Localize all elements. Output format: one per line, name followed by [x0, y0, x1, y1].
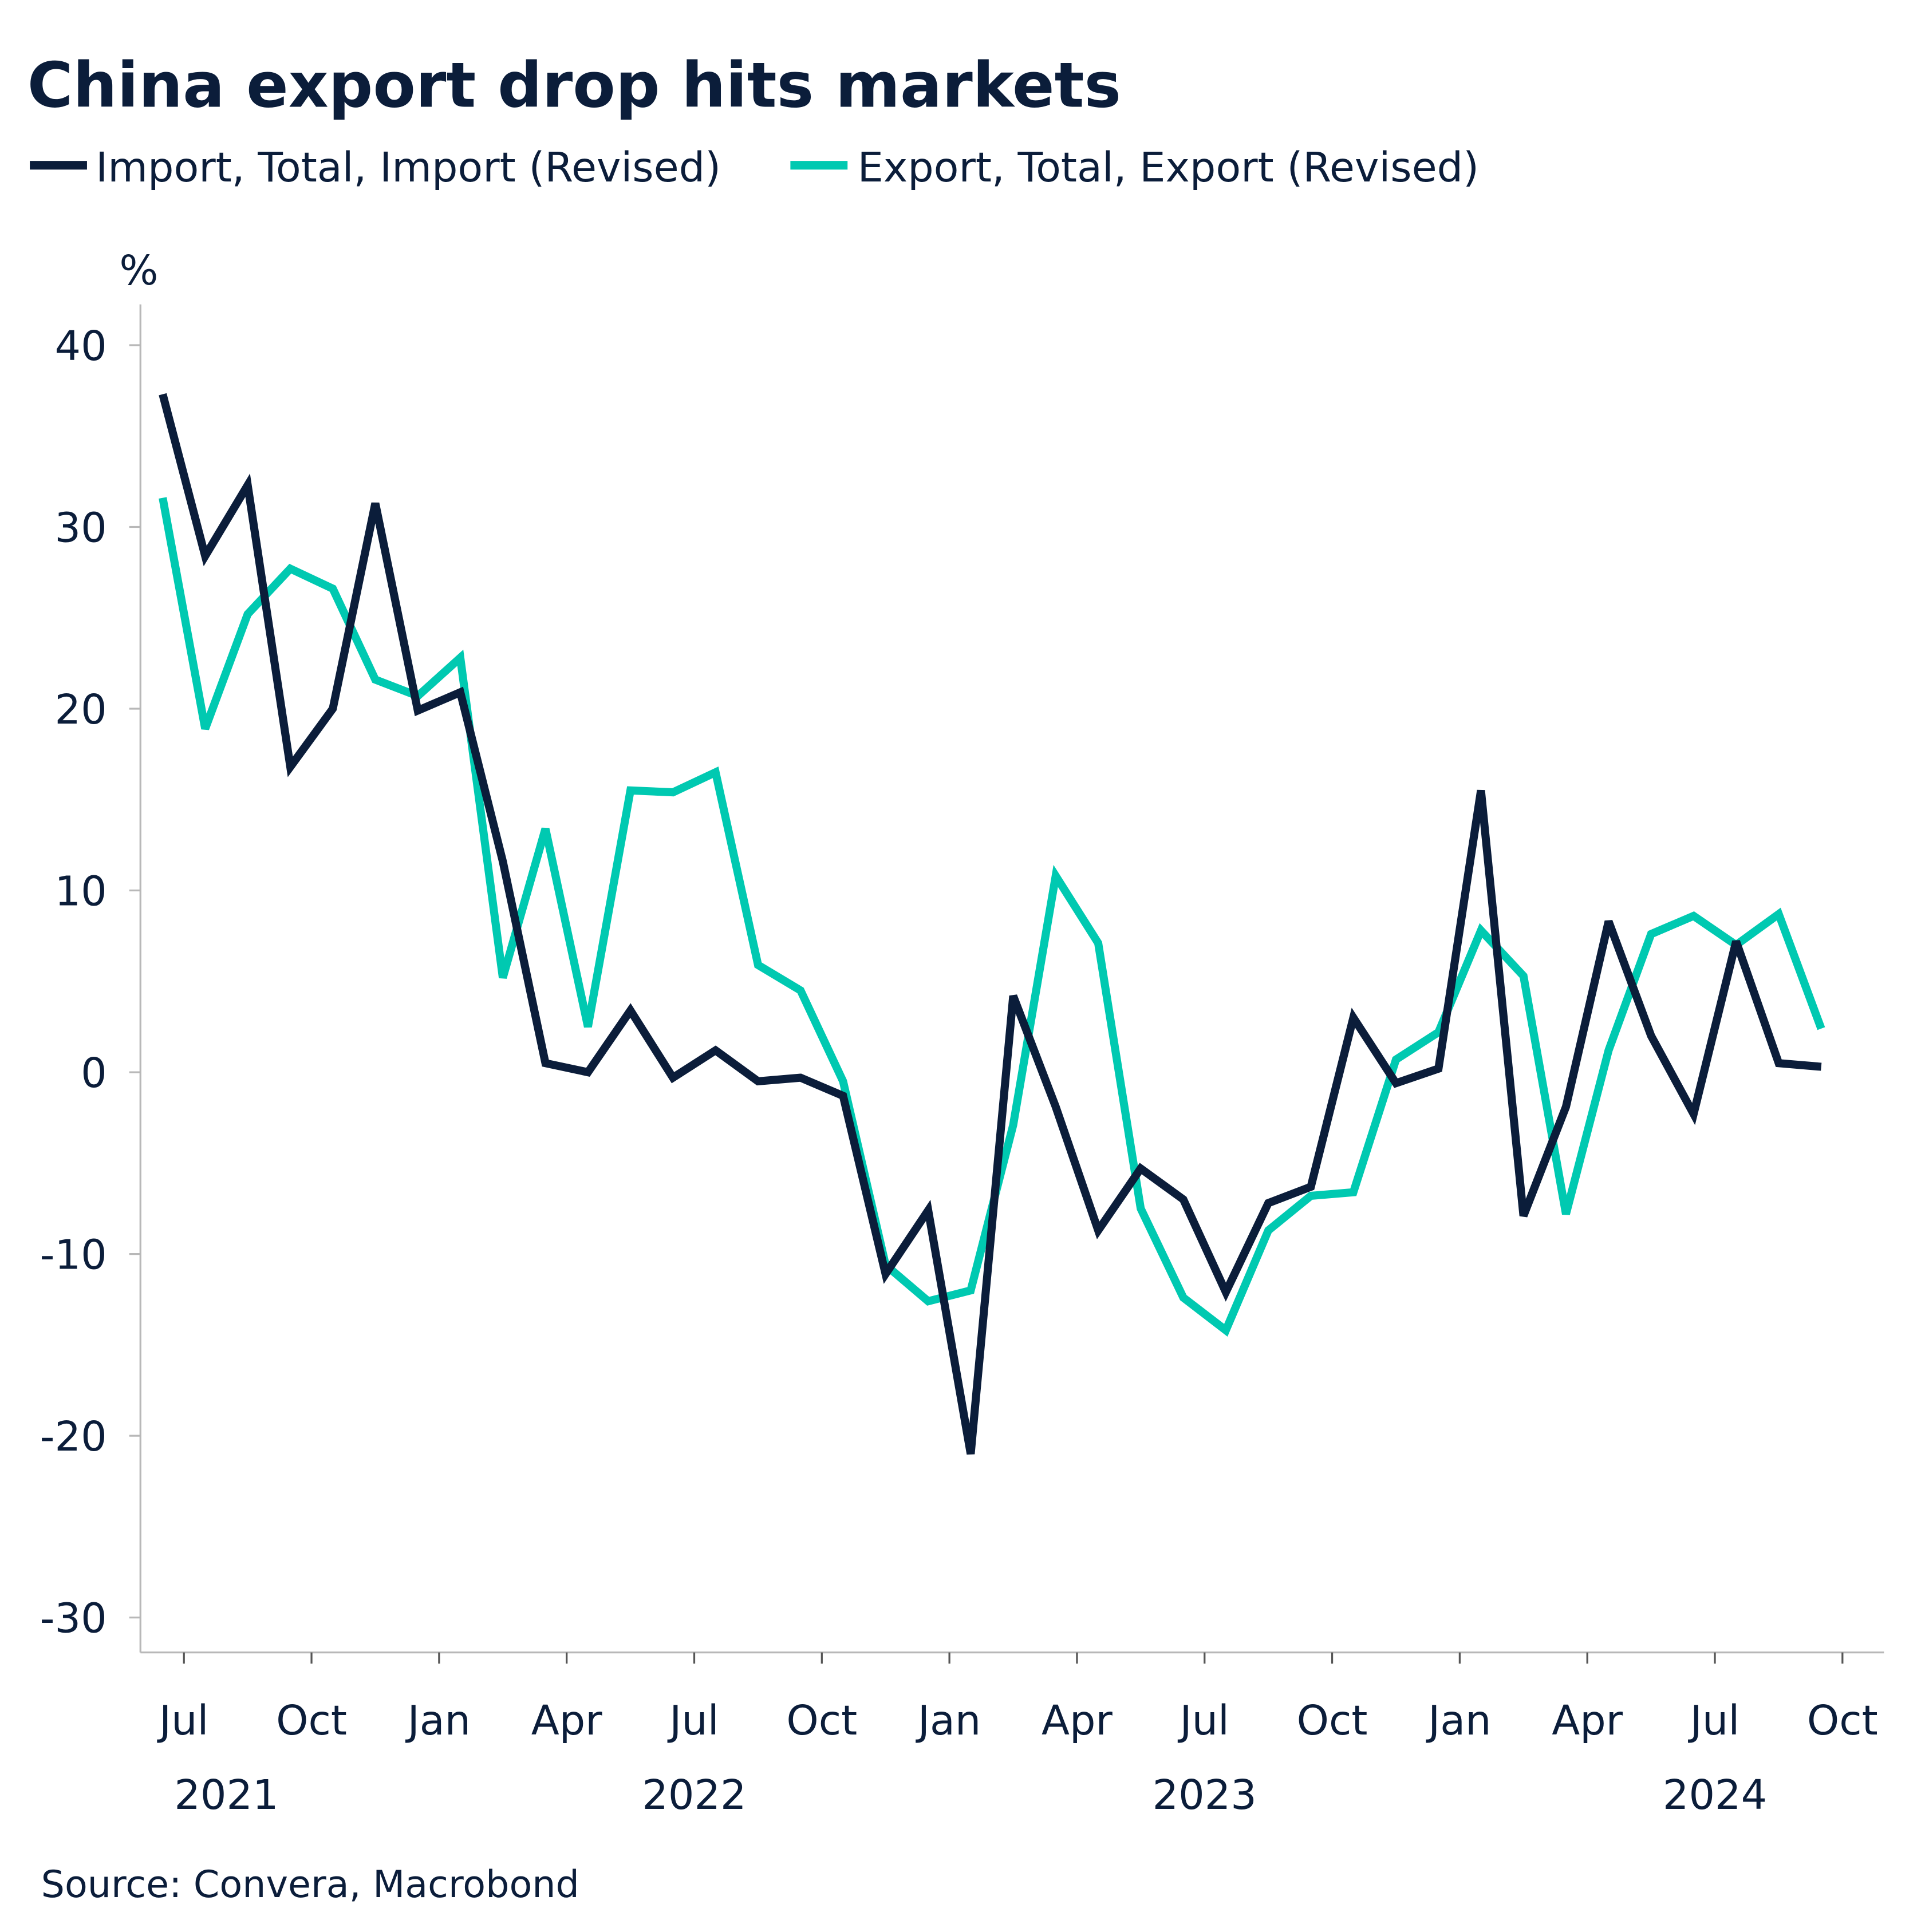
- x-tick-label: Jan: [405, 1697, 471, 1744]
- legend-label-import: Import, Total, Import (Revised): [96, 144, 721, 191]
- x-axis-ticks: Jul Oct Jan Apr Jul Oct Jan Apr Jul Oct Jan Apr Jul O…: [157, 1652, 1878, 1819]
- legend-label-export: Export, Total, Export (Revised): [858, 144, 1479, 191]
- x-tick-label: Oct: [1297, 1697, 1368, 1744]
- x-tick-label: Jul: [157, 1697, 208, 1744]
- source-note: Source: Convera, Macrobond: [41, 1863, 579, 1906]
- x-tick-label: Apr: [531, 1697, 602, 1744]
- y-tick-label: 10: [55, 868, 107, 915]
- x-tick-label: Oct: [1807, 1697, 1878, 1744]
- x-year-label: 2024: [1663, 1771, 1767, 1819]
- x-year-label: 2023: [1153, 1771, 1257, 1819]
- y-tick-label: -30: [40, 1595, 107, 1642]
- series-line-import: [159, 393, 1822, 1455]
- y-tick-label: 40: [55, 322, 107, 370]
- chart-title: China export drop hits markets: [27, 49, 1121, 122]
- series-lines: [159, 393, 1825, 1455]
- x-year-label: 2022: [642, 1771, 746, 1819]
- x-tick-label: Oct: [786, 1697, 857, 1744]
- x-tick-label: Jul: [667, 1697, 719, 1744]
- x-tick-label: Apr: [1042, 1697, 1113, 1744]
- y-axis-unit: %: [119, 247, 158, 294]
- legend: Import, Total, Import (Revised) Export, …: [30, 144, 1479, 191]
- x-tick-label: Jul: [1688, 1697, 1739, 1744]
- x-tick-label: Jul: [1178, 1697, 1229, 1744]
- x-tick-label: Oct: [276, 1697, 347, 1744]
- y-tick-label: -20: [40, 1413, 107, 1460]
- x-tick-label: Jan: [916, 1697, 981, 1744]
- x-tick-label: Jan: [1426, 1697, 1491, 1744]
- y-tick-label: 0: [81, 1049, 107, 1097]
- y-axis-ticks: 40 30 20 10 0 -10 -20 -30: [40, 322, 141, 1642]
- y-tick-label: 30: [55, 504, 107, 552]
- x-year-label: 2021: [174, 1771, 278, 1819]
- y-tick-label: -10: [40, 1231, 107, 1279]
- y-tick-label: 20: [55, 686, 107, 733]
- x-tick-label: Apr: [1552, 1697, 1623, 1744]
